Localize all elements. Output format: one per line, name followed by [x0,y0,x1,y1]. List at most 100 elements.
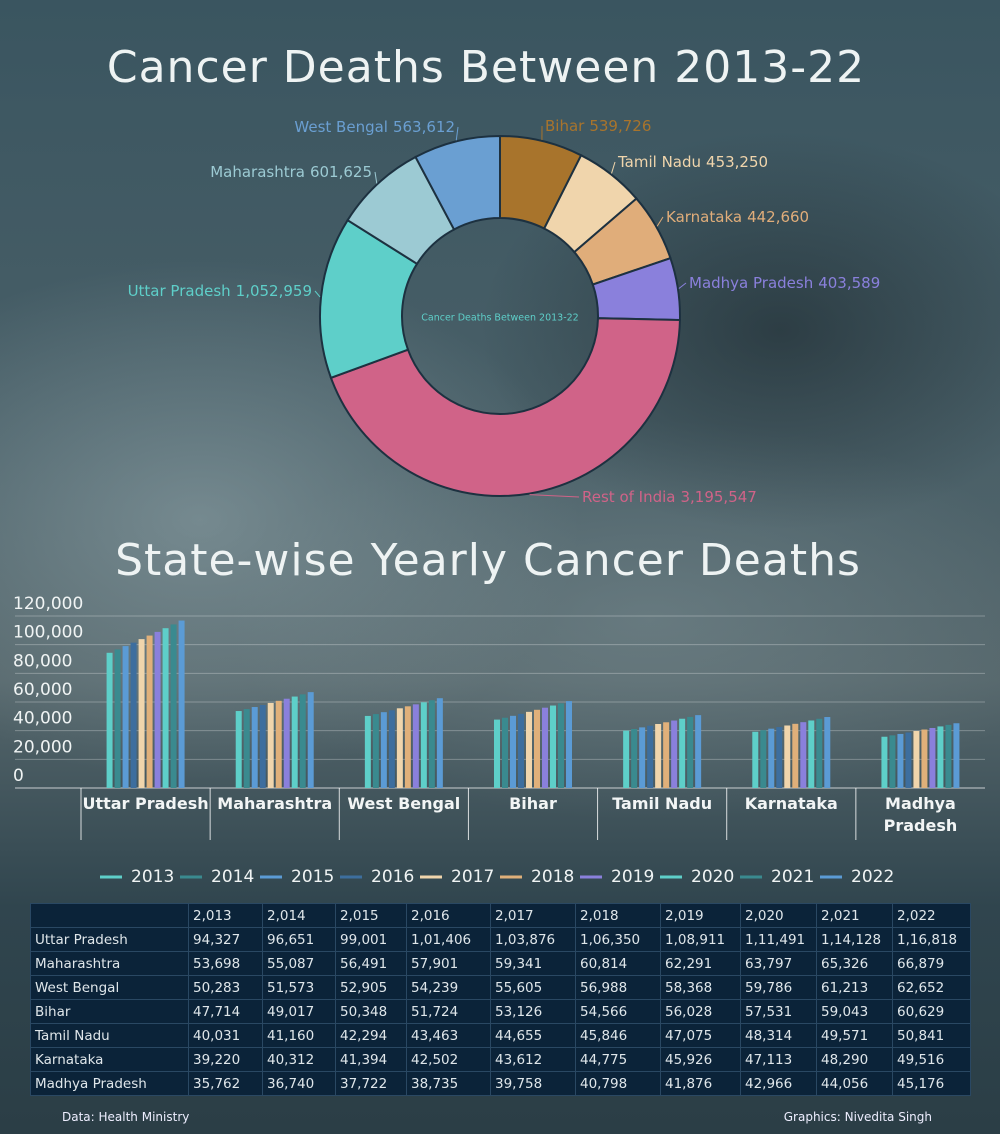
bar [695,715,702,788]
bar [768,728,775,788]
donut-slice [329,317,681,497]
table-cell: 45,926 [660,1047,741,1072]
legend-label: 2020 [691,867,734,887]
table-row-label: Karnataka [30,1047,189,1072]
bar [945,724,952,788]
table-cell: 43,612 [490,1047,576,1072]
bar [372,714,379,788]
legend-label: 2018 [531,867,574,887]
leader-line [314,290,321,298]
legend-label: 2021 [771,867,814,887]
table-row: Karnataka 39,220 40,312 41,394 42,502 43,612 4… [30,1047,971,1072]
table-cell: 54,239 [406,975,491,1000]
source-note: Data: Health Ministry [62,1110,190,1124]
bar [550,705,556,788]
bar [412,704,419,788]
slice-value: 403,589 [818,274,880,292]
bar [235,711,242,788]
bar [396,708,403,788]
slice-label: Rest of India 3,195,547 [582,488,757,506]
table-cell: 49,516 [892,1047,971,1072]
table-row-label: Uttar Pradesh [30,927,189,952]
slice-label: Karnataka 442,660 [666,208,809,226]
legend-label: 2017 [451,867,494,887]
bar [502,717,508,788]
table-cell: 41,876 [660,1071,741,1096]
bar [639,727,646,788]
table-cell: 49,571 [816,1023,893,1048]
table-cell: 39,758 [490,1071,576,1096]
bar [380,712,387,788]
table-row: Uttar Pradesh 94,327 96,651 99,001 1,01,406 1… [30,927,971,952]
bar [267,702,274,788]
table-cell: 66,879 [892,951,971,976]
bar [566,701,572,788]
table-row: Maharashtra 53,698 55,087 56,491 57,901 59,34… [30,951,971,976]
table-cell: 41,160 [262,1023,336,1048]
leader-line [529,494,580,498]
slice-label: West Bengal 563,612 [294,118,455,136]
bar [929,727,936,788]
bar [881,736,888,788]
table-cell: 57,531 [740,999,817,1024]
table-cell: 1,14,128 [816,927,893,952]
table-row-label: Madhya Pradesh [30,1071,189,1096]
table-cell: 42,294 [335,1023,407,1048]
table-cell: 56,028 [660,999,741,1024]
table-cell: 96,651 [262,927,336,952]
table-cell: 53,698 [188,951,263,976]
bar [146,635,153,788]
table-header-cell: 2,022 [892,903,971,928]
legend-label: 2014 [211,867,254,887]
table-cell: 57,901 [406,951,491,976]
bar [889,735,896,788]
table-cell: 56,988 [575,975,661,1000]
slice-label: Tamil Nadu 453,250 [617,153,768,171]
table-cell: 52,905 [335,975,407,1000]
table-cell: 59,341 [490,951,576,976]
y-tick-label: 60,000 [13,680,72,700]
bar-title: State-wise Yearly Cancer Deaths [115,535,861,586]
credit-note: Graphics: Nivedita Singh [783,1110,932,1124]
donut-slice [414,134,501,231]
table-cell: 58,368 [660,975,741,1000]
slice-name: Rest of India [582,488,675,506]
slice-name: Tamil Nadu [617,153,701,171]
y-tick-label: 80,000 [13,651,72,671]
table-header-cell: 2,021 [816,903,893,928]
slice-label: Uttar Pradesh 1,052,959 [128,282,312,300]
table-cell: 44,056 [816,1071,893,1096]
table-cell: 35,762 [188,1071,263,1096]
bar [428,700,435,788]
table-cell: 41,394 [335,1047,407,1072]
slice-value: 1,052,959 [236,282,312,300]
bar [953,723,960,788]
table-cell: 39,220 [188,1047,263,1072]
bar [114,649,121,788]
slice-label: Bihar 539,726 [545,117,651,135]
leader-line [656,216,664,227]
bar [122,646,129,788]
table-cell: 1,06,350 [575,927,661,952]
bar [420,702,427,788]
table-header-cell: 2,017 [490,903,576,928]
x-tick-label: Bihar [509,794,557,813]
table-cell: 51,573 [262,975,336,1000]
legend-label: 2019 [611,867,654,887]
bar [905,732,912,788]
table-cell: 1,11,491 [740,927,817,952]
bar [542,707,548,788]
x-tick-label: Uttar Pradesh [82,794,209,813]
table-cell: 55,087 [262,951,336,976]
bar [251,707,258,788]
slice-label: Maharashtra 601,625 [210,163,372,181]
bar [162,628,169,788]
slice-name: Bihar [545,117,585,135]
leader-line [455,126,459,141]
bar [534,709,540,788]
bar [647,725,654,788]
legend-label: 2013 [131,867,174,887]
slice-name: Karnataka [666,208,742,226]
table-cell: 44,775 [575,1047,661,1072]
bar [776,727,783,788]
